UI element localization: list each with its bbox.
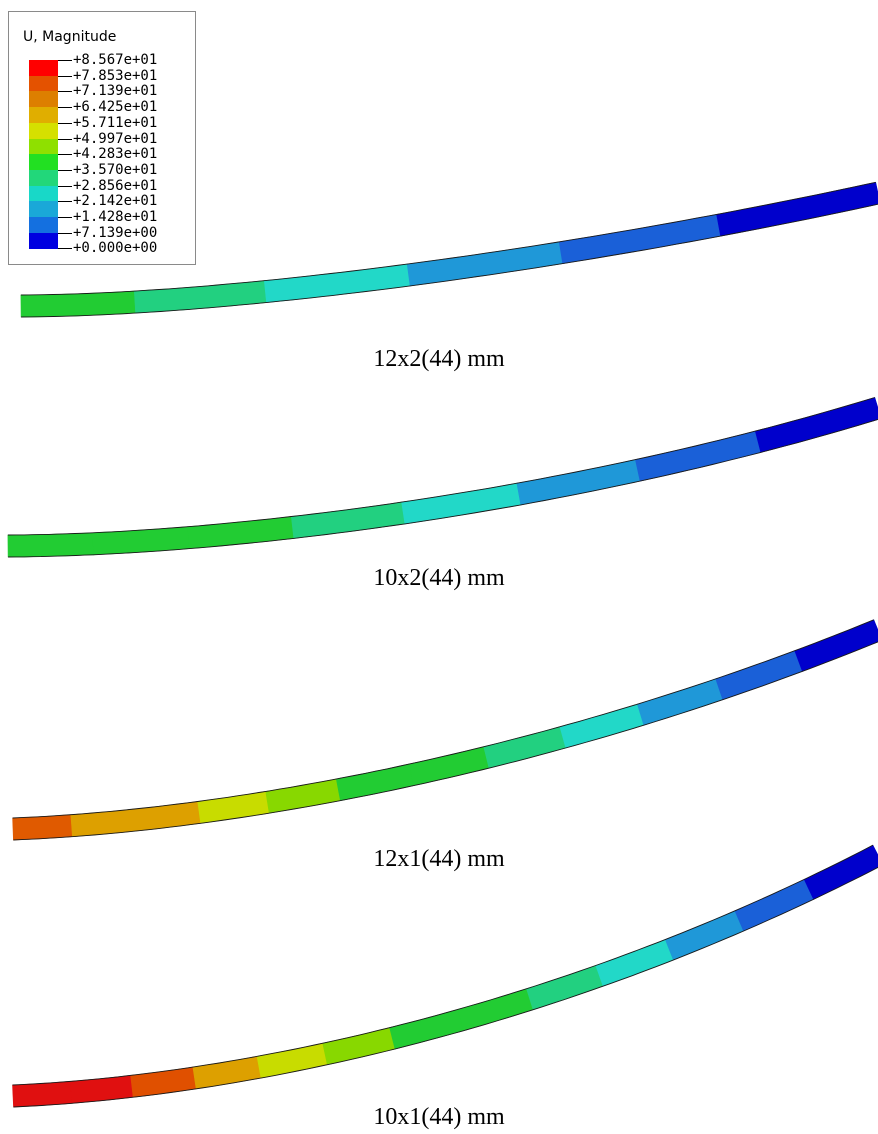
legend-swatch bbox=[29, 75, 58, 92]
legend-label: +2.856e+01 bbox=[73, 177, 158, 194]
legend-tick bbox=[58, 201, 72, 203]
beam-edge bbox=[7, 397, 875, 536]
legend-label: +3.570e+01 bbox=[73, 161, 158, 178]
beam-segment bbox=[7, 532, 95, 558]
legend-swatch bbox=[29, 138, 58, 155]
beam-segment bbox=[70, 1075, 134, 1104]
beam-segment bbox=[483, 726, 567, 769]
beam-segment bbox=[263, 263, 411, 303]
legend-tick bbox=[58, 217, 72, 218]
beam-segment bbox=[558, 214, 721, 264]
legend-tick bbox=[58, 91, 72, 93]
legend-tick bbox=[58, 75, 72, 77]
beam-edge bbox=[13, 641, 878, 841]
beam-segment bbox=[132, 801, 202, 832]
legend-label: +7.139e+01 bbox=[73, 83, 158, 100]
beam-segment bbox=[559, 703, 645, 749]
beam-segment bbox=[635, 430, 762, 482]
beam-segment bbox=[389, 1009, 465, 1050]
beam-segment bbox=[595, 939, 674, 987]
beam-edge bbox=[21, 203, 878, 318]
legend-label: +7.139e+00 bbox=[73, 224, 158, 241]
legend-label: +5.711e+01 bbox=[73, 114, 158, 131]
contour-legend: U, Magnitude +8.567e+01 +7.853e+01 +7.139e… bbox=[8, 11, 196, 265]
legend-swatch bbox=[29, 60, 58, 77]
legend-tick bbox=[58, 154, 72, 156]
beam-segment bbox=[335, 763, 415, 801]
legend-swatch bbox=[29, 107, 58, 124]
legend-label: +4.997e+01 bbox=[73, 130, 158, 147]
legend-swatch bbox=[29, 169, 58, 187]
beam-segment bbox=[526, 965, 604, 1011]
legend-swatch bbox=[29, 217, 58, 234]
legend-title: U, Magnitude bbox=[23, 29, 117, 45]
beam-caption-3: 12x1(44) mm bbox=[373, 846, 505, 872]
legend-swatch bbox=[29, 185, 58, 202]
beam-1 bbox=[20, 181, 878, 318]
legend-tick bbox=[58, 185, 72, 187]
beam-4 bbox=[12, 844, 878, 1108]
legend-swatch bbox=[29, 232, 58, 249]
beam-segment bbox=[290, 501, 406, 539]
beam-3 bbox=[12, 619, 878, 841]
legend-label: +1.428e+01 bbox=[73, 209, 158, 225]
legend-swatch bbox=[29, 154, 58, 171]
legend-tick bbox=[58, 122, 72, 124]
beam-segment bbox=[637, 678, 724, 726]
beam-segment bbox=[664, 910, 744, 961]
beam-segment bbox=[715, 650, 803, 701]
legend-tick bbox=[58, 232, 72, 234]
legend-swatch bbox=[29, 91, 58, 108]
beam-2 bbox=[7, 397, 878, 558]
beam-segment bbox=[265, 778, 341, 814]
beam-segment bbox=[408, 746, 490, 786]
beam-segment bbox=[406, 241, 564, 287]
legend-label: +8.567e+01 bbox=[73, 52, 158, 68]
beam-caption-4: 10x1(44) mm bbox=[373, 1104, 505, 1130]
legend-label: +6.425e+01 bbox=[73, 99, 158, 116]
beam-segment bbox=[516, 459, 641, 506]
legend-swatch bbox=[29, 201, 58, 218]
beam-caption-2: 10x2(44) mm bbox=[373, 565, 505, 591]
legend-tick bbox=[58, 138, 72, 140]
legend-tick bbox=[58, 107, 72, 109]
beam-edge bbox=[12, 619, 874, 819]
beam-segment bbox=[92, 526, 190, 556]
beam-segment bbox=[322, 1027, 396, 1066]
legend-tick bbox=[58, 60, 72, 61]
legend-label: +4.283e+01 bbox=[73, 146, 158, 163]
beam-edge bbox=[8, 418, 878, 558]
legend-swatch bbox=[29, 122, 58, 139]
beam-segment bbox=[457, 988, 534, 1031]
legend-tick bbox=[58, 169, 72, 171]
legend-label: +0.000e+00 bbox=[73, 240, 158, 257]
beam-segment bbox=[12, 814, 73, 841]
beam-edge bbox=[20, 181, 876, 296]
beam-caption-1: 12x2(44) mm bbox=[373, 346, 505, 372]
beam-edge bbox=[12, 844, 874, 1086]
legend-label: +2.142e+01 bbox=[73, 193, 158, 210]
beam-segment bbox=[401, 482, 522, 525]
legend-tick bbox=[58, 248, 72, 250]
beam-segment bbox=[256, 1042, 328, 1079]
beam-edge bbox=[13, 866, 878, 1108]
legend-label: +7.853e+01 bbox=[73, 67, 158, 84]
